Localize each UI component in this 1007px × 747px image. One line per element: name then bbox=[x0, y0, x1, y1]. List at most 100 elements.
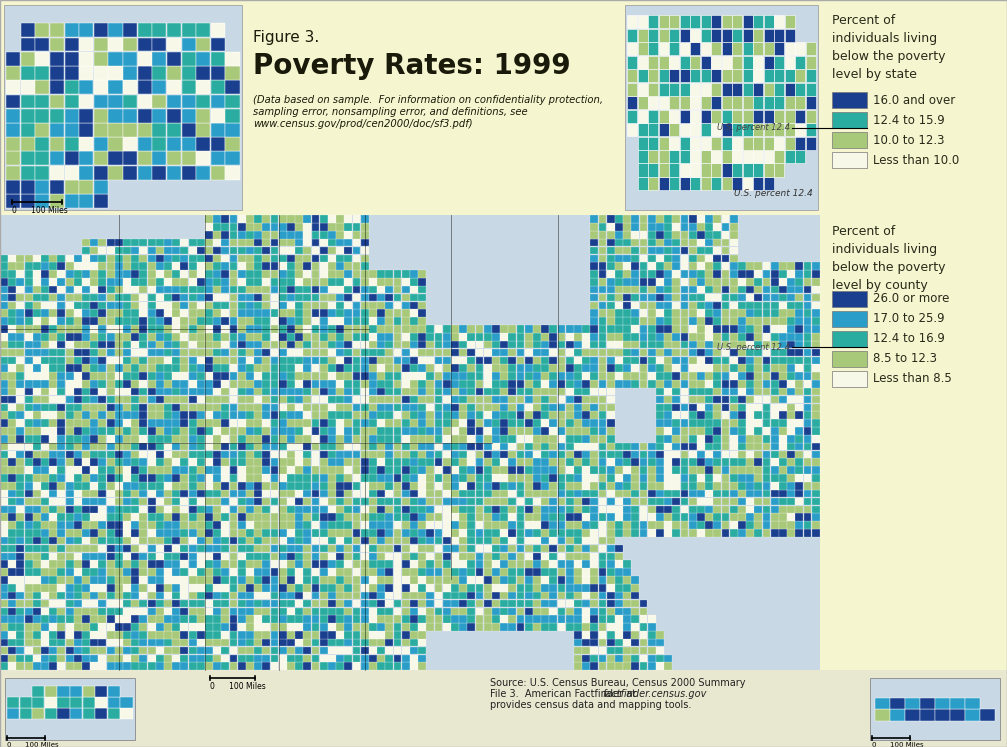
Bar bbox=[303, 239, 311, 247]
Bar bbox=[361, 325, 369, 332]
Bar bbox=[435, 380, 442, 388]
Bar bbox=[541, 356, 549, 364]
Bar bbox=[74, 654, 82, 662]
Bar bbox=[41, 521, 49, 529]
Bar bbox=[656, 521, 664, 529]
Bar bbox=[336, 663, 344, 670]
Bar bbox=[164, 302, 172, 309]
Bar bbox=[361, 388, 369, 395]
Bar bbox=[665, 403, 672, 411]
Bar bbox=[99, 584, 107, 592]
Bar bbox=[263, 403, 270, 411]
Bar bbox=[637, 83, 648, 96]
Bar bbox=[500, 545, 509, 552]
Bar bbox=[615, 349, 623, 356]
Bar bbox=[196, 529, 204, 536]
Bar bbox=[65, 568, 74, 576]
Bar bbox=[689, 223, 697, 231]
Bar bbox=[344, 380, 352, 388]
Bar bbox=[115, 553, 123, 560]
Bar bbox=[639, 513, 648, 521]
Bar bbox=[623, 239, 631, 247]
Bar bbox=[509, 459, 517, 466]
Bar bbox=[0, 427, 8, 435]
Bar bbox=[598, 317, 606, 325]
Bar bbox=[99, 333, 107, 341]
Bar bbox=[57, 419, 65, 427]
Bar bbox=[459, 466, 467, 474]
Bar bbox=[558, 341, 566, 348]
Bar bbox=[123, 37, 137, 52]
Bar bbox=[361, 215, 369, 223]
Bar bbox=[673, 262, 681, 270]
Bar bbox=[213, 262, 222, 270]
Bar bbox=[378, 333, 385, 341]
Bar bbox=[148, 427, 155, 435]
Bar bbox=[99, 545, 107, 552]
Bar bbox=[139, 427, 147, 435]
Bar bbox=[746, 286, 754, 294]
Bar bbox=[41, 529, 49, 536]
Bar bbox=[115, 380, 123, 388]
Bar bbox=[33, 278, 40, 285]
Bar bbox=[639, 459, 648, 466]
Bar bbox=[8, 490, 16, 498]
Bar bbox=[681, 380, 689, 388]
Bar bbox=[722, 356, 729, 364]
Bar bbox=[730, 231, 738, 238]
Bar bbox=[746, 474, 754, 482]
Bar bbox=[566, 560, 574, 568]
Bar bbox=[705, 365, 713, 372]
Bar bbox=[369, 592, 377, 599]
Bar bbox=[139, 537, 147, 545]
Bar bbox=[804, 388, 812, 395]
Bar bbox=[222, 262, 230, 270]
Bar bbox=[148, 286, 155, 294]
Bar bbox=[475, 333, 483, 341]
Bar bbox=[0, 490, 8, 498]
Bar bbox=[582, 513, 590, 521]
Bar bbox=[762, 372, 770, 379]
Bar bbox=[665, 490, 672, 498]
Bar bbox=[500, 388, 509, 395]
Bar bbox=[697, 466, 705, 474]
Bar bbox=[590, 600, 598, 607]
Bar bbox=[138, 23, 152, 37]
Bar bbox=[344, 631, 352, 639]
Bar bbox=[713, 380, 721, 388]
Bar bbox=[451, 616, 459, 623]
Bar bbox=[210, 66, 225, 80]
Bar bbox=[475, 576, 483, 583]
Bar bbox=[344, 372, 352, 379]
Bar bbox=[196, 412, 204, 419]
Bar bbox=[254, 286, 262, 294]
Bar bbox=[156, 623, 164, 630]
Bar bbox=[271, 521, 279, 529]
Bar bbox=[16, 623, 24, 630]
Bar bbox=[180, 474, 188, 482]
Bar bbox=[213, 341, 222, 348]
Bar bbox=[435, 482, 442, 489]
Bar bbox=[115, 333, 123, 341]
Bar bbox=[156, 474, 164, 482]
Bar bbox=[525, 427, 533, 435]
Bar bbox=[205, 302, 212, 309]
Bar bbox=[656, 380, 664, 388]
Bar bbox=[64, 95, 79, 108]
Bar bbox=[711, 56, 721, 69]
Bar bbox=[64, 194, 79, 208]
Bar bbox=[50, 23, 64, 37]
Bar bbox=[131, 631, 139, 639]
Bar bbox=[49, 427, 57, 435]
Bar bbox=[558, 443, 566, 450]
Bar bbox=[80, 81, 94, 94]
Bar bbox=[164, 349, 172, 356]
Bar bbox=[738, 498, 746, 505]
Bar bbox=[320, 286, 327, 294]
Bar bbox=[598, 270, 606, 278]
Bar bbox=[738, 333, 746, 341]
Bar bbox=[205, 365, 212, 372]
Bar bbox=[361, 568, 369, 576]
Bar bbox=[167, 166, 181, 179]
Bar bbox=[311, 537, 319, 545]
